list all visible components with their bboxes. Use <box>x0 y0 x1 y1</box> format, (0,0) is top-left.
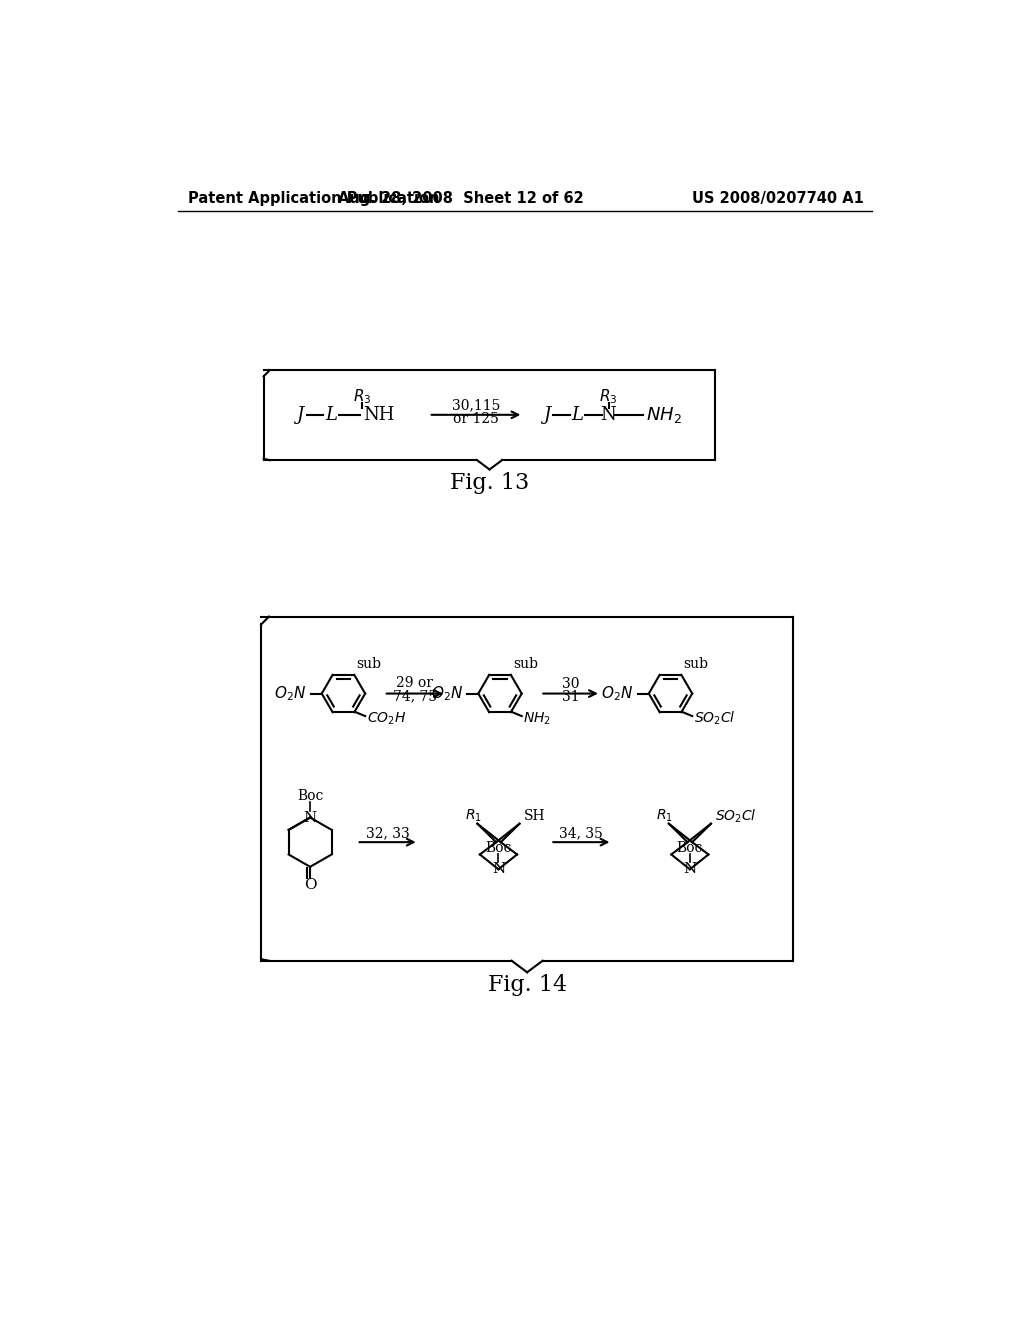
Text: $SO_2Cl$: $SO_2Cl$ <box>715 808 757 825</box>
Text: Fig. 14: Fig. 14 <box>487 974 566 997</box>
Text: 29 or: 29 or <box>396 676 433 690</box>
Text: $R_1$: $R_1$ <box>656 808 674 824</box>
Text: $R_1$: $R_1$ <box>465 808 482 824</box>
Text: US 2008/0207740 A1: US 2008/0207740 A1 <box>692 191 864 206</box>
Text: 34, 35: 34, 35 <box>559 826 603 840</box>
Text: N: N <box>683 862 696 876</box>
Text: sub: sub <box>684 657 709 672</box>
Text: sub: sub <box>513 657 538 672</box>
Text: N: N <box>601 405 616 424</box>
Text: N: N <box>492 862 505 876</box>
Text: $R_3$: $R_3$ <box>353 388 372 407</box>
Text: Aug. 28, 2008  Sheet 12 of 62: Aug. 28, 2008 Sheet 12 of 62 <box>338 191 584 206</box>
Text: $O_2N$: $O_2N$ <box>274 684 306 704</box>
Text: 30: 30 <box>562 677 580 692</box>
Text: N: N <box>303 810 316 825</box>
Text: SH: SH <box>523 809 545 822</box>
Text: 31: 31 <box>562 690 580 705</box>
Text: J: J <box>543 405 550 424</box>
Text: $NH_2$: $NH_2$ <box>523 710 551 726</box>
Text: $CO_2H$: $CO_2H$ <box>367 710 406 726</box>
Text: Patent Application Publication: Patent Application Publication <box>188 191 440 206</box>
Text: Fig. 13: Fig. 13 <box>450 473 529 495</box>
Text: L: L <box>571 405 584 424</box>
Text: 30,115: 30,115 <box>452 397 500 412</box>
Text: L: L <box>325 405 337 424</box>
Text: 32, 33: 32, 33 <box>366 826 410 840</box>
Text: NH: NH <box>364 405 395 424</box>
Text: sub: sub <box>356 657 382 672</box>
Text: or 125: or 125 <box>453 412 499 425</box>
Text: Boc: Boc <box>677 841 703 855</box>
Text: J: J <box>296 405 304 424</box>
Text: Boc: Boc <box>297 789 324 803</box>
Text: $O_2N$: $O_2N$ <box>601 684 633 704</box>
Text: $O_2N$: $O_2N$ <box>430 684 463 704</box>
Text: $SO_2Cl$: $SO_2Cl$ <box>693 710 735 727</box>
Text: 74, 75: 74, 75 <box>392 689 437 704</box>
Text: $R_3$: $R_3$ <box>599 388 617 407</box>
Text: $NH_2$: $NH_2$ <box>646 405 681 425</box>
Text: Boc: Boc <box>485 841 512 855</box>
Text: O: O <box>304 878 316 892</box>
